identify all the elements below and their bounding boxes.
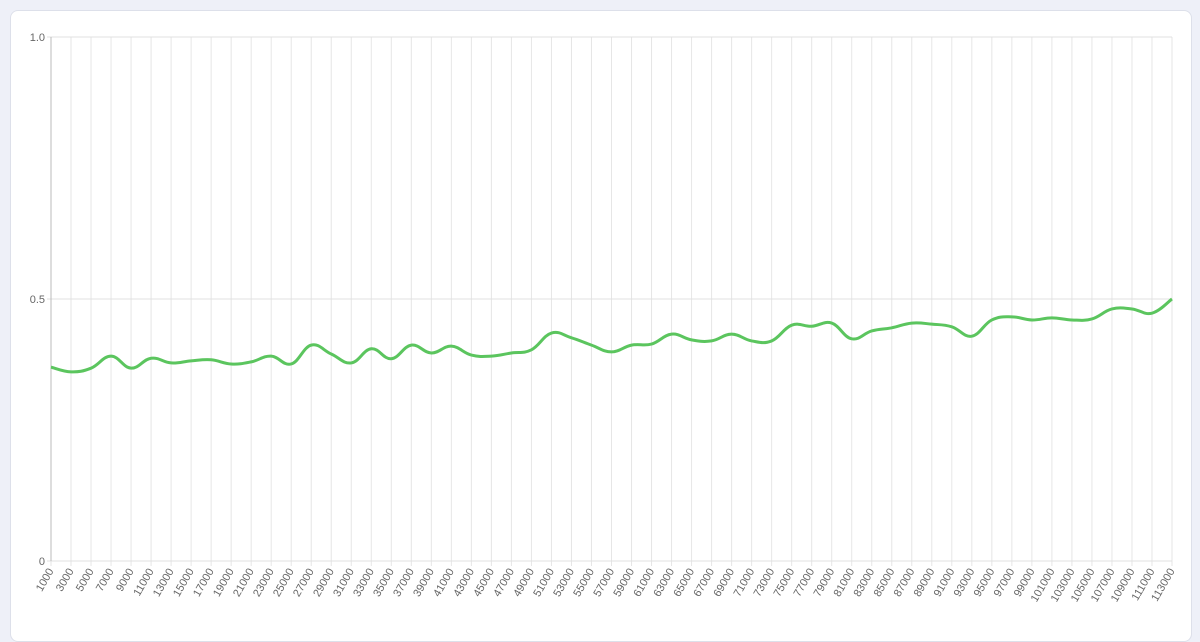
x-tick-label: 3000 [54, 567, 77, 594]
chart-card [10, 10, 1192, 642]
x-tick-label: 5000 [74, 567, 97, 594]
x-tick-label: 7000 [94, 567, 117, 594]
y-tick-label: 0.5 [30, 294, 45, 306]
y-tick-label: 0 [39, 556, 45, 568]
chart: 1000300050007000900011000130001500017000… [30, 32, 1178, 604]
data-line [50, 297, 1173, 374]
x-tick-label: 1000 [34, 567, 57, 594]
page: 1000 3000 5000 7000 9000 11000 13000 15000 17000… [10, 10, 1192, 642]
y-tick-label: 1.0 [30, 32, 45, 44]
